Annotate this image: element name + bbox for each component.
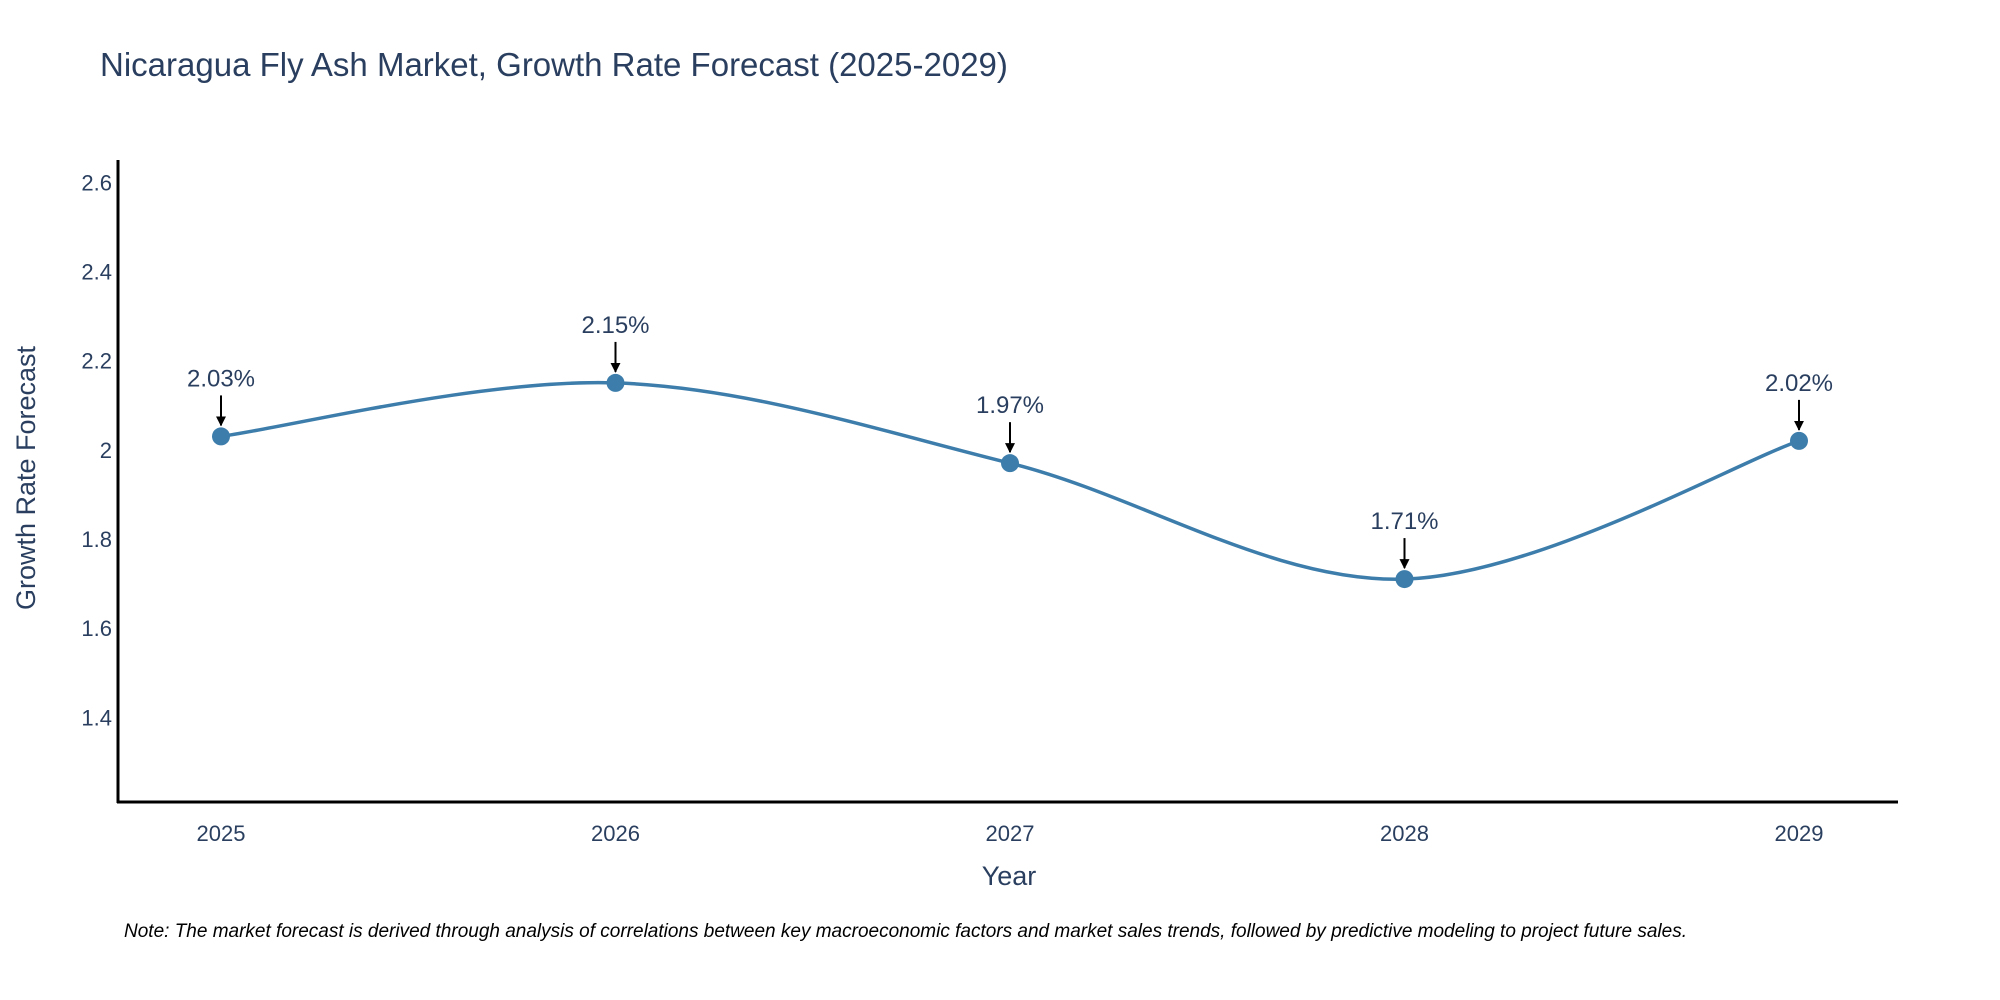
data-label: 2.15%	[581, 312, 649, 339]
data-label: 1.71%	[1370, 508, 1438, 535]
y-tick-label: 1.8	[81, 527, 112, 552]
chart-title: Nicaragua Fly Ash Market, Growth Rate Fo…	[100, 46, 1008, 83]
x-axis-title: Year	[982, 861, 1037, 891]
data-point-2025	[212, 427, 230, 446]
y-tick-label: 2.4	[81, 259, 112, 284]
x-tick-label: 2029	[1775, 821, 1824, 846]
y-tick-label: 2.6	[81, 170, 112, 195]
y-tick-label: 2.2	[81, 349, 112, 374]
x-tick-label: 2025	[197, 821, 246, 846]
data-point-2028	[1395, 570, 1414, 589]
x-tick-label: 2026	[591, 821, 640, 846]
x-tick-label: 2027	[986, 821, 1035, 846]
y-axis-title: Growth Rate Forecast	[11, 345, 41, 610]
data-point-2027	[1001, 454, 1019, 473]
series-growth-rate	[212, 373, 1808, 589]
data-label: 2.02%	[1765, 370, 1833, 397]
data-label: 2.03%	[187, 365, 255, 392]
annotations: 2.03% 2.15% 1.97% 1.71% 2.02%	[187, 312, 1833, 570]
chart-note: Note: The market forecast is derived thr…	[124, 921, 1687, 942]
y-axis-ticks: 1.4 1.6 1.8 2 2.2 2.4 2.6	[81, 170, 112, 730]
x-tick-label: 2028	[1380, 821, 1429, 846]
data-point-2026	[606, 373, 625, 392]
data-label: 1.97%	[976, 392, 1044, 419]
y-tick-label: 1.4	[81, 705, 112, 730]
x-axis-ticks: 2025 2026 2027 2028 2029	[197, 821, 1824, 846]
y-tick-label: 2	[100, 438, 112, 463]
data-point-2029	[1790, 431, 1808, 450]
y-tick-label: 1.6	[81, 616, 112, 641]
